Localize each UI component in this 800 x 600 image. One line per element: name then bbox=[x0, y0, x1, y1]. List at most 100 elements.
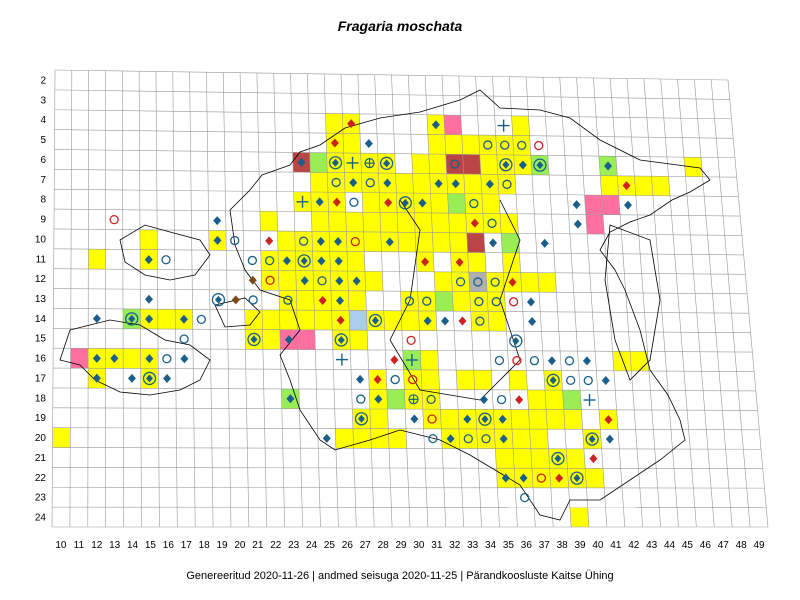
grid-vline bbox=[710, 79, 751, 528]
x-axis-label: 46 bbox=[700, 540, 712, 551]
circle-marker-blue bbox=[162, 354, 172, 364]
diamond-marker-blue bbox=[528, 317, 537, 327]
x-axis-label: 21 bbox=[252, 540, 264, 551]
x-axis-label: 39 bbox=[574, 540, 586, 551]
grid-cell-yellow bbox=[259, 211, 278, 232]
grid-cell-yellow bbox=[314, 310, 333, 331]
grid-cell-yellow bbox=[495, 448, 515, 469]
diamond-marker-blue bbox=[441, 316, 450, 326]
diamond-marker-blue bbox=[297, 157, 306, 167]
map-footer: Genereeritud 2020-11-26 | andmed seisuga… bbox=[186, 570, 614, 582]
grid-hline bbox=[53, 367, 755, 372]
grid-cell-yellow bbox=[261, 270, 279, 291]
y-axis-label: 3 bbox=[40, 95, 46, 106]
grid-hline bbox=[54, 69, 729, 81]
grid-cell-yellow bbox=[397, 212, 416, 233]
grid-vline bbox=[87, 70, 89, 528]
diamond-marker-red bbox=[604, 415, 613, 425]
diamond-marker-blue bbox=[604, 161, 613, 171]
x-axis-label: 12 bbox=[91, 540, 103, 551]
grid-cell-yellow bbox=[403, 369, 422, 390]
grid-cell-yellow bbox=[296, 290, 315, 311]
grid-cell-yellow bbox=[430, 193, 449, 214]
grid-cell-yellow bbox=[458, 428, 478, 449]
diamond-marker-blue bbox=[573, 219, 582, 229]
grid-vline bbox=[155, 71, 160, 528]
diamond-circle-marker-blue bbox=[354, 412, 369, 426]
x-axis-label: 20 bbox=[234, 540, 246, 551]
grid-vline bbox=[357, 74, 375, 528]
circle-marker-blue bbox=[264, 255, 275, 266]
grid-cell-yellow bbox=[349, 330, 368, 350]
grid-hline bbox=[53, 248, 744, 256]
circle-marker-red bbox=[508, 297, 519, 307]
x-axis-label: 43 bbox=[646, 540, 658, 551]
grid-cell-yellow bbox=[563, 409, 583, 430]
y-axis-label: 10 bbox=[35, 234, 47, 245]
diamond-marker-blue bbox=[213, 235, 222, 245]
diamond-marker-red bbox=[555, 473, 564, 483]
circle-marker-blue bbox=[520, 492, 530, 503]
x-axis-label: 35 bbox=[503, 540, 515, 551]
grid-cell-yellow bbox=[313, 270, 331, 291]
grid-cell-yellow bbox=[421, 369, 440, 390]
grid-vline bbox=[694, 79, 733, 528]
circle-marker-red bbox=[536, 473, 547, 483]
grid-cell-yellow bbox=[467, 252, 487, 273]
grid-cell-yellow bbox=[420, 350, 439, 370]
y-axis-label: 11 bbox=[36, 254, 47, 265]
grid-vline bbox=[727, 79, 769, 528]
grid-vline bbox=[391, 74, 411, 528]
circle-marker-blue bbox=[500, 140, 510, 150]
grid-vline bbox=[307, 73, 321, 528]
circle-marker-blue bbox=[404, 296, 415, 306]
circle-marker-blue bbox=[455, 277, 466, 287]
mainland-outline bbox=[229, 89, 711, 521]
circle-marker-blue bbox=[564, 356, 575, 366]
grid-cell-yellow bbox=[52, 427, 71, 448]
grid-cell-yellow bbox=[478, 135, 497, 155]
y-axis-label: 21 bbox=[35, 453, 47, 464]
grid-hline bbox=[52, 467, 763, 469]
diamond-circle-marker-blue bbox=[142, 371, 157, 386]
diamond-circle-marker-blue bbox=[509, 334, 523, 348]
grid-cell-yellow bbox=[383, 310, 402, 331]
grid-cell-green bbox=[309, 152, 328, 173]
grid-hline bbox=[54, 89, 730, 100]
grid-cell-yellow bbox=[481, 193, 501, 214]
circle-marker-blue bbox=[450, 159, 460, 169]
x-axis-label: 49 bbox=[753, 540, 765, 551]
diamond-circle-marker-blue bbox=[546, 373, 560, 387]
grid-cell-yellow bbox=[651, 176, 671, 196]
x-axis-label: 33 bbox=[467, 540, 479, 551]
grid-cell-yellow bbox=[427, 134, 446, 155]
grid-cell-yellow bbox=[495, 135, 514, 156]
grid-hline bbox=[52, 427, 760, 431]
grid-cell-yellow bbox=[511, 115, 530, 136]
diamond-marker-blue bbox=[526, 297, 535, 307]
circle-marker-blue bbox=[349, 197, 359, 207]
grid-cell-yellow bbox=[479, 154, 498, 175]
diamond-marker-blue bbox=[349, 178, 358, 188]
circle-marker-blue bbox=[483, 140, 493, 150]
diamond-circle-marker-blue bbox=[334, 333, 348, 347]
saaremaa-outline bbox=[59, 319, 211, 396]
diamond-circle-marker-blue bbox=[570, 471, 584, 485]
x-axis-label: 45 bbox=[682, 540, 694, 551]
circle-marker-blue bbox=[390, 374, 400, 385]
grid-cell-yellow bbox=[361, 172, 380, 193]
grid-cell-yellow bbox=[328, 211, 347, 232]
grid-cell-yellow bbox=[461, 134, 480, 155]
grid-hline bbox=[53, 308, 749, 314]
diamond-marker-blue bbox=[356, 374, 365, 384]
circle-marker-blue bbox=[481, 434, 491, 444]
grid-cell-pink bbox=[585, 214, 605, 235]
grid-vline bbox=[290, 73, 303, 528]
grid-cell-yellow bbox=[513, 448, 532, 469]
diamond-marker-blue bbox=[418, 198, 427, 208]
diamond-circle-marker-blue bbox=[125, 312, 139, 326]
grid-cell-green bbox=[386, 389, 406, 410]
diamond-marker-brown bbox=[231, 295, 240, 305]
grid-cell-yellow bbox=[527, 389, 547, 410]
